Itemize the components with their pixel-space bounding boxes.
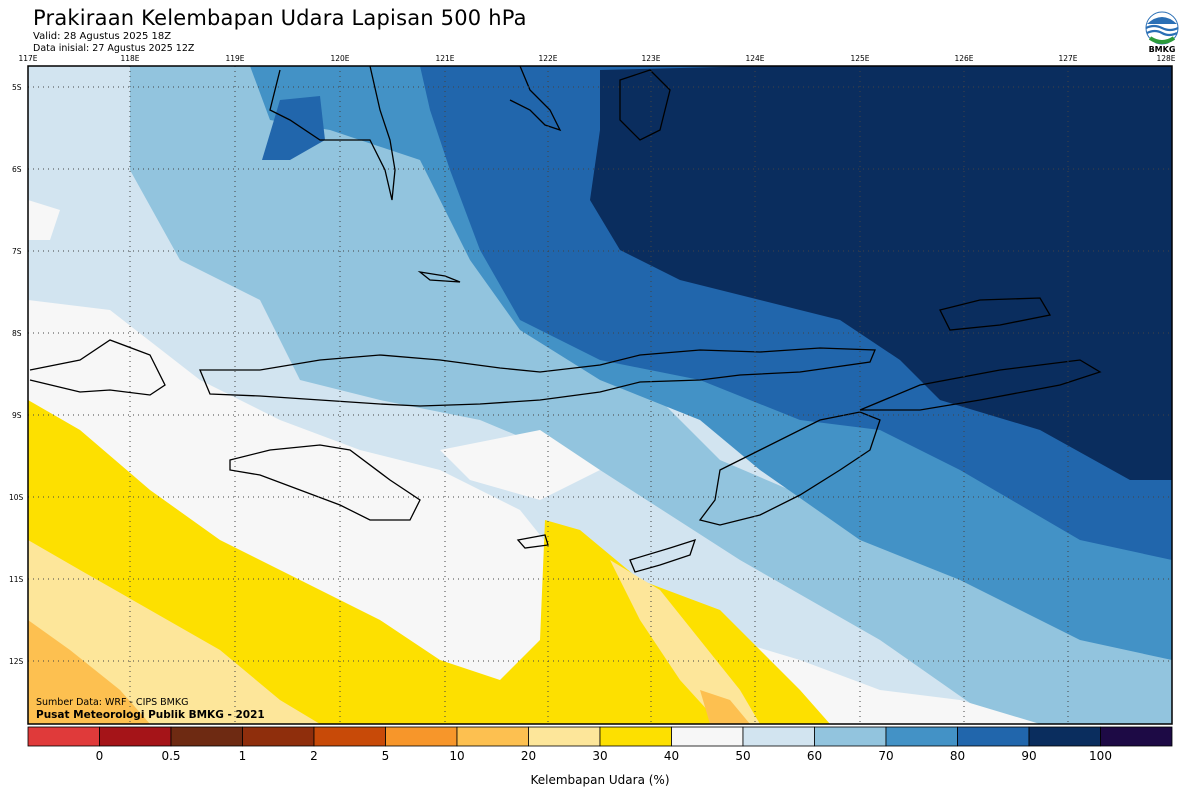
lon-label: 123E (641, 54, 660, 63)
lon-label: 118E (120, 54, 139, 63)
lat-label: 7S (12, 247, 22, 256)
sumbawa-lombok-coast (29, 339, 166, 396)
timor-coast (698, 411, 881, 526)
lon-label: 121E (435, 54, 454, 63)
lat-label: 11S (9, 575, 24, 584)
buru-coast (619, 69, 671, 141)
chart-title: Prakiraan Kelembapan Udara Lapisan 500 h… (33, 6, 527, 30)
data-source: Sumber Data: WRF - CIPS BMKG (36, 697, 189, 708)
lon-label: 126E (954, 54, 973, 63)
lat-label: 12S (9, 657, 24, 666)
field-90-100-core (590, 66, 1172, 480)
lat-label: 9S (12, 411, 22, 420)
lat-label: 5S (12, 83, 22, 92)
lat-label: 10S (9, 493, 24, 502)
lon-label: 127E (1058, 54, 1077, 63)
tanimbar-line (859, 359, 1102, 411)
valid-time: Valid: 28 Agustus 2025 18Z (33, 31, 172, 42)
sumba-coast (229, 444, 421, 521)
sulawesi-se-coast (509, 65, 562, 132)
lon-label: 120E (330, 54, 349, 63)
gridlines (28, 66, 1172, 724)
lon-labels: 117E 118E 119E 120E 121E 122E 123E 124E … (18, 54, 1175, 63)
colorbar-title: Kelembapan Udara (%) (530, 773, 670, 787)
lon-label: 125E (850, 54, 869, 63)
initial-time: Data inisial: 27 Agustus 2025 12Z (33, 43, 195, 54)
lat-label: 6S (12, 165, 22, 174)
map-frame (27, 65, 1173, 725)
bmkg-logo-icon (1145, 11, 1179, 45)
coastlines (29, 65, 1102, 573)
lon-label: 128E (1156, 54, 1175, 63)
logo-text: BMKG (1148, 45, 1176, 54)
lon-label: 119E (225, 54, 244, 63)
flores-sea-islands (417, 270, 461, 283)
lon-label: 122E (538, 54, 557, 63)
lon-label: 117E (18, 54, 37, 63)
lesser-sunda-chain (199, 347, 876, 407)
savu-coast (516, 534, 549, 549)
lon-label: 124E (745, 54, 764, 63)
wetar-coast (939, 297, 1052, 331)
field-10-20 (28, 620, 150, 724)
lat-labels: 5S 6S 7S 8S 9S 10S 11S 12S (9, 83, 24, 666)
rote-coast (629, 538, 697, 573)
field-30-40 (28, 400, 830, 724)
sulawesi-coast (269, 65, 396, 201)
lat-label: 8S (12, 329, 22, 338)
credit-line: Pusat Meteorologi Publik BMKG - 2021 (36, 709, 265, 721)
humidity-fields (28, 66, 1172, 724)
